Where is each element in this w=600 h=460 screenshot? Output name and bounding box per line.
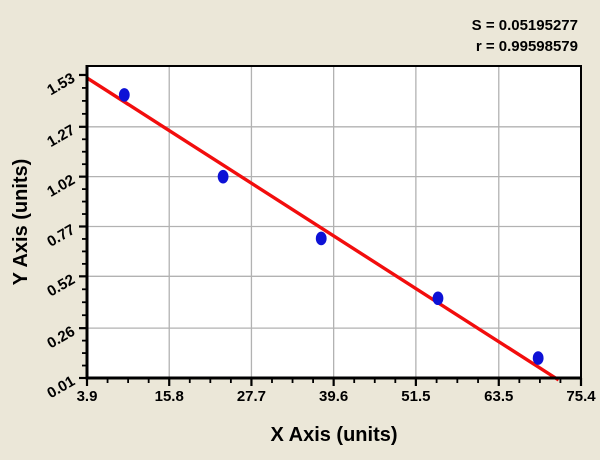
data-point xyxy=(217,169,229,184)
y-tick-label: 1.02 xyxy=(44,171,78,200)
x-tick-label: 75.4 xyxy=(566,388,596,405)
y-tick-label: 0.01 xyxy=(44,373,78,402)
x-tick-label: 51.5 xyxy=(401,388,430,405)
data-point xyxy=(432,291,444,306)
y-tick-label: 0.52 xyxy=(44,271,78,300)
y-tick-labels: 0.01 0.26 0.52 0.77 1.02 1.27 1.53 xyxy=(44,70,78,402)
x-axis-title: X Axis (units) xyxy=(270,424,397,446)
data-points xyxy=(118,88,544,365)
y-tick-label: 0.77 xyxy=(44,221,78,250)
x-tick-label: 63.5 xyxy=(484,388,513,405)
regression-line xyxy=(86,76,560,382)
data-point xyxy=(315,231,327,246)
x-tick-label: 27.7 xyxy=(237,388,266,405)
y-tick-label: 1.53 xyxy=(44,70,78,99)
x-tick-label: 15.8 xyxy=(155,388,184,405)
y-tick-label: 0.26 xyxy=(44,323,78,352)
stat-s-value: S = 0.05195277 xyxy=(472,17,578,34)
stat-r-value: r = 0.99598579 xyxy=(476,38,578,55)
data-point xyxy=(118,88,130,102)
x-tick-label: 39.6 xyxy=(319,388,348,405)
regression-line-group xyxy=(86,76,560,382)
y-tick-label: 1.27 xyxy=(44,122,78,151)
grid-lines xyxy=(87,66,581,378)
y-axis-title: Y Axis (units) xyxy=(10,159,32,286)
x-tick-labels: 3.9 15.8 27.7 39.6 51.5 63.5 75.4 xyxy=(77,388,597,405)
axis-ticks xyxy=(79,73,583,386)
data-point xyxy=(532,351,544,365)
x-tick-label: 3.9 xyxy=(77,388,98,405)
